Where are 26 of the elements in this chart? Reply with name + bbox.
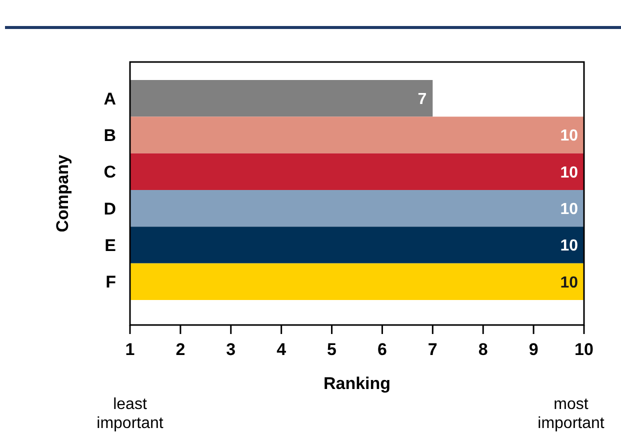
x-tick-label: 9 bbox=[528, 340, 538, 359]
data-label: 7 bbox=[418, 90, 427, 108]
x-tick-label: 5 bbox=[327, 340, 337, 359]
x-tick-label: 2 bbox=[176, 340, 186, 359]
x-tick-label: 6 bbox=[377, 340, 387, 359]
data-label: 10 bbox=[560, 200, 578, 218]
x-tick-label: 7 bbox=[428, 340, 438, 359]
y-tick-label: A bbox=[104, 89, 116, 108]
data-label: 10 bbox=[560, 274, 578, 292]
x-tick-label: 10 bbox=[574, 340, 594, 359]
x-tick-label: 3 bbox=[226, 340, 236, 359]
y-tick-label: C bbox=[104, 162, 116, 182]
data-label: 10 bbox=[560, 238, 578, 255]
x-tick-label: 1 bbox=[125, 340, 135, 359]
x-tick-label: 8 bbox=[478, 340, 488, 359]
data-label: 10 bbox=[560, 128, 578, 145]
x-tick-label: 4 bbox=[276, 340, 287, 359]
data-label: 10 bbox=[560, 164, 578, 182]
text: most important bbox=[538, 396, 605, 432]
y-tick-label: F bbox=[106, 272, 116, 292]
x-axis-title: Ranking bbox=[323, 374, 391, 393]
y-axis-title: Company bbox=[53, 154, 72, 232]
text: least important bbox=[96, 396, 164, 432]
y-tick-label: B bbox=[104, 126, 116, 145]
y-tick-label: D bbox=[104, 199, 116, 218]
y-tick-label: E bbox=[104, 236, 116, 255]
